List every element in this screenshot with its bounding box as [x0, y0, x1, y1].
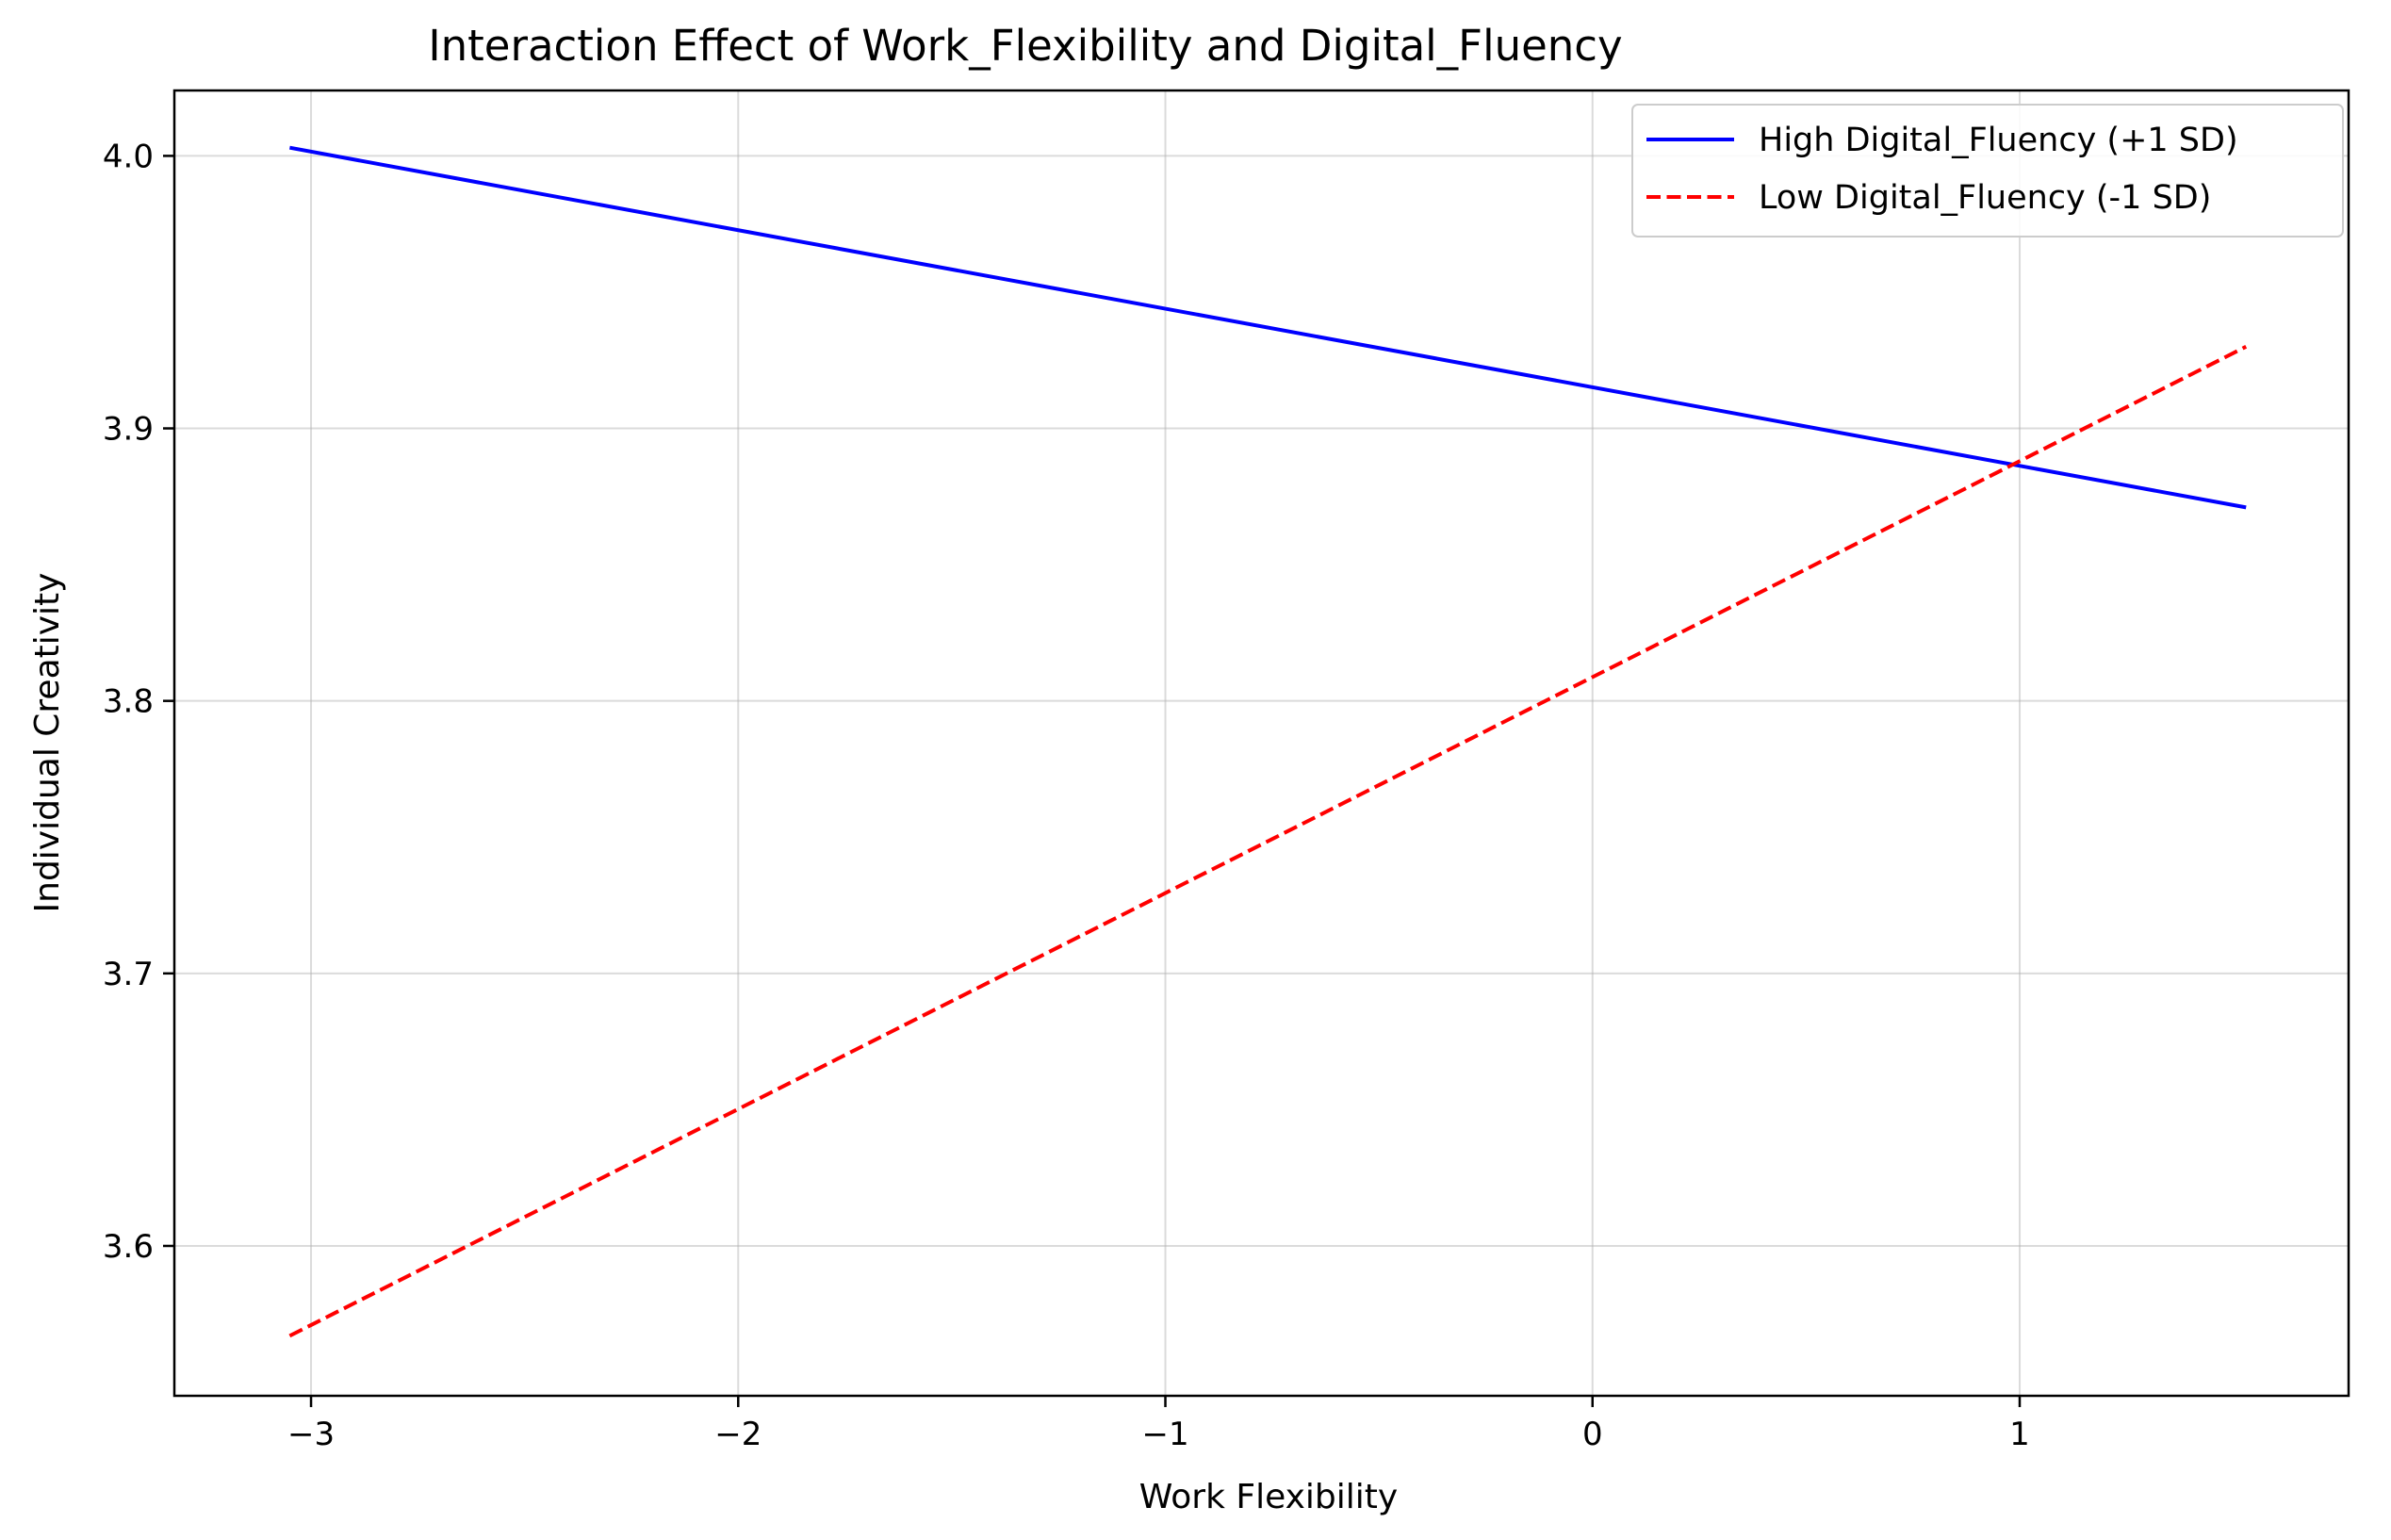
y-tick-label: 3.6: [103, 1228, 154, 1266]
x-axis-ticks: −3 −2 −1 0 1: [287, 1396, 2030, 1453]
y-tick-label: 4.0: [103, 138, 154, 175]
x-tick-label: 0: [1582, 1416, 1603, 1453]
x-tick-label: −1: [1141, 1416, 1188, 1453]
y-tick-label: 3.8: [103, 683, 154, 721]
legend: High Digital_Fluency (+1 SD) Low Digital…: [1631, 104, 2344, 238]
x-tick-label: −3: [287, 1416, 335, 1453]
legend-label-high: High Digital_Fluency (+1 SD): [1759, 122, 2238, 159]
x-axis-label: Work Flexibility: [1139, 1478, 1398, 1516]
y-axis-label: Individual Creativity: [28, 573, 67, 913]
chart-title: Interaction Effect of Work_Flexibility a…: [428, 21, 1622, 71]
y-axis-ticks: 3.6 3.7 3.8 3.9 4.0: [103, 138, 174, 1266]
x-tick-label: −2: [714, 1416, 762, 1453]
legend-label-low: Low Digital_Fluency (-1 SD): [1759, 179, 2211, 217]
series-line-low: [288, 345, 2248, 1338]
series-line-high: [289, 145, 2247, 510]
x-tick-label: 1: [2009, 1416, 2030, 1453]
legend-box: [1631, 104, 2344, 238]
y-tick-label: 3.7: [103, 956, 154, 993]
y-tick-label: 3.9: [103, 411, 154, 449]
plot-area-frame: [172, 89, 2350, 1398]
series-lines: [288, 145, 2248, 1338]
